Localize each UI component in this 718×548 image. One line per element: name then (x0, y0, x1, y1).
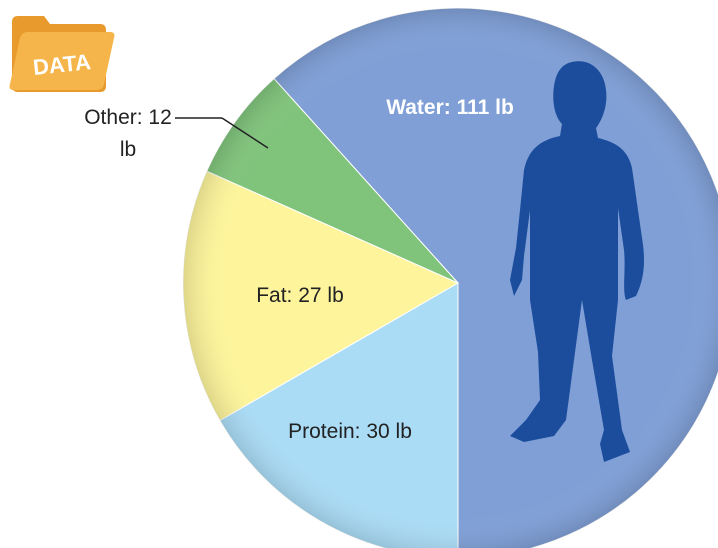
badge-label: DATA (32, 49, 92, 80)
slice-label: Other: 12 lb (84, 106, 172, 161)
leader-line (221, 117, 269, 149)
slice-label: Water: 111 lb (386, 96, 514, 119)
data-badge: DATA (9, 16, 115, 92)
slice-label: Protein: 30 lb (288, 420, 412, 443)
slice-label: Fat: 27 lb (256, 284, 344, 307)
silhouette (510, 61, 644, 463)
